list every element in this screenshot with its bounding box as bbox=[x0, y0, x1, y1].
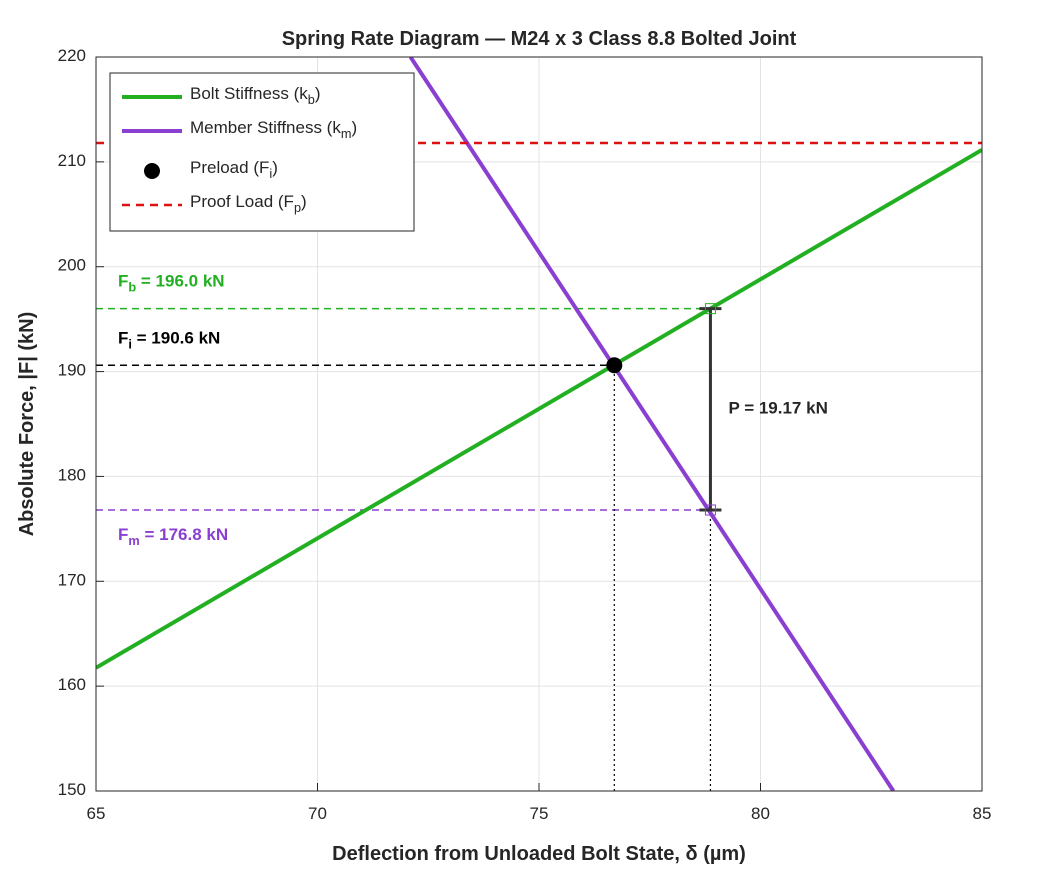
reference-label: Fm = 176.8 kN bbox=[118, 525, 228, 548]
labels: 65 70 75 80 85 150 160 170 180 190 200 210 220 Fb = 1… bbox=[58, 46, 992, 823]
y-tick-label: 210 bbox=[58, 151, 86, 170]
y-tick-label: 160 bbox=[58, 676, 86, 695]
x-tick-label: 70 bbox=[308, 804, 327, 823]
reference-label: Fb = 196.0 kN bbox=[118, 272, 225, 295]
series-line bbox=[408, 57, 896, 791]
legend-label: Bolt Stiffness (kb) bbox=[190, 84, 321, 107]
legend-label: Proof Load (Fp) bbox=[190, 192, 307, 215]
preload-point bbox=[606, 357, 623, 374]
series-line bbox=[96, 148, 982, 670]
y-axis-label: Absolute Force, |F| (kN) bbox=[16, 312, 38, 537]
chart-title: Spring Rate Diagram — M24 x 3 Class 8.8 … bbox=[282, 28, 797, 50]
x-tick-label: 80 bbox=[751, 804, 770, 823]
legend-label: Preload (Fi) bbox=[190, 158, 278, 181]
y-tick-label: 180 bbox=[58, 466, 86, 485]
reference-label: Fi = 190.6 kN bbox=[118, 329, 220, 352]
y-tick-label: 150 bbox=[58, 780, 86, 799]
y-tick-label: 220 bbox=[58, 46, 86, 65]
x-tick-label: 85 bbox=[973, 804, 992, 823]
legend-label: Member Stiffness (km) bbox=[190, 118, 357, 141]
legend-box bbox=[109, 72, 415, 232]
legend-marker bbox=[144, 163, 160, 179]
y-tick-label: 200 bbox=[58, 256, 86, 275]
x-axis-label: Deflection from Unloaded Bolt State, δ (… bbox=[332, 843, 746, 865]
x-tick-label: 65 bbox=[87, 804, 106, 823]
load-end-marker bbox=[704, 504, 716, 516]
y-tick-label: 190 bbox=[58, 361, 86, 380]
x-tick-label: 75 bbox=[530, 804, 549, 823]
load-end-marker bbox=[704, 303, 716, 315]
y-tick-label: 170 bbox=[58, 571, 86, 590]
load-label: P = 19.17 kN bbox=[728, 399, 827, 418]
legend: Bolt Stiffness (kb) Member Stiffness (km)… bbox=[109, 72, 415, 232]
